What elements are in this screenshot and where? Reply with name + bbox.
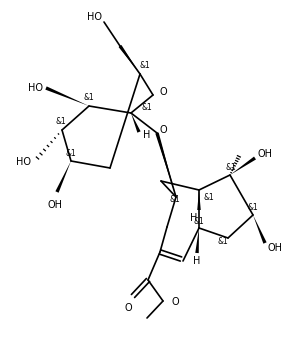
Polygon shape: [55, 161, 71, 193]
Polygon shape: [131, 113, 141, 133]
Text: H: H: [193, 256, 201, 266]
Text: HO: HO: [16, 157, 31, 167]
Text: O: O: [171, 297, 179, 307]
Text: &1: &1: [203, 192, 214, 202]
Polygon shape: [119, 45, 140, 74]
Text: O: O: [124, 303, 132, 313]
Text: &1: &1: [55, 118, 66, 126]
Text: &1: &1: [225, 162, 236, 172]
Text: OH: OH: [258, 149, 273, 159]
Polygon shape: [253, 215, 266, 244]
Polygon shape: [230, 157, 256, 175]
Text: &1: &1: [83, 93, 94, 102]
Polygon shape: [197, 190, 201, 210]
Polygon shape: [195, 228, 199, 253]
Text: HO: HO: [28, 83, 43, 93]
Text: &1: &1: [218, 238, 229, 246]
Text: H: H: [190, 213, 198, 223]
Text: O: O: [159, 87, 167, 97]
Text: &1: &1: [142, 102, 153, 112]
Text: &1: &1: [65, 149, 76, 157]
Text: &1: &1: [170, 194, 181, 204]
Text: O: O: [160, 125, 168, 135]
Text: HO: HO: [87, 12, 102, 22]
Polygon shape: [45, 86, 89, 106]
Text: OH: OH: [268, 243, 283, 253]
Text: &1: &1: [140, 61, 151, 70]
Text: &1: &1: [248, 204, 259, 213]
Text: H: H: [143, 130, 151, 140]
Polygon shape: [155, 132, 176, 197]
Text: &1: &1: [193, 216, 204, 225]
Text: OH: OH: [48, 200, 63, 210]
